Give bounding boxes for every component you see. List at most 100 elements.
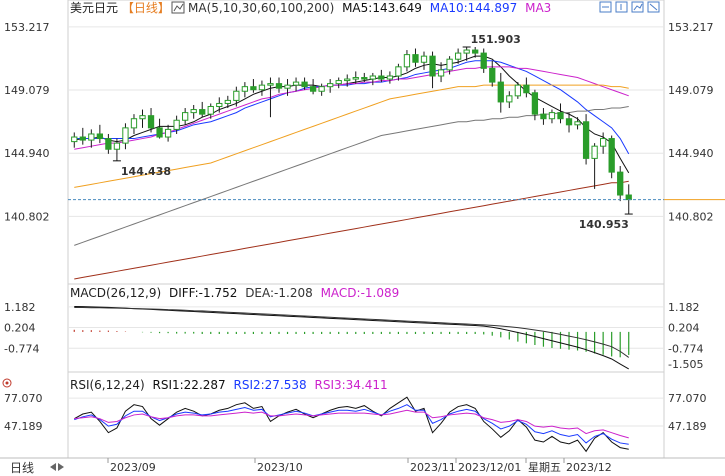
price-tick-left: 149.079 — [4, 84, 50, 97]
candle-body — [156, 127, 163, 138]
candle-body — [173, 119, 180, 130]
settings-icon-core — [5, 381, 9, 385]
candle-body — [557, 112, 564, 120]
timeframe-tab[interactable]: 日线 — [10, 461, 64, 475]
candle-body — [463, 49, 470, 54]
settings-icon-ring — [2, 378, 12, 388]
candle-body — [344, 78, 351, 82]
candle-body — [207, 106, 214, 115]
toolbar-icon-2[interactable] — [615, 1, 628, 13]
candle-body — [489, 67, 496, 83]
chart-icon-frame — [171, 1, 185, 14]
rsi-params: RSI(6,12,24) — [70, 378, 145, 392]
macd-tick-right: -1.505 — [668, 358, 703, 371]
candle-body — [139, 115, 146, 120]
price-tick-left: 144.940 — [4, 147, 50, 160]
annotation-label: 144.438 — [121, 165, 171, 178]
rsi-tick-right: 77.070 — [668, 392, 707, 405]
candle-body — [514, 84, 521, 97]
candle-body — [352, 77, 359, 80]
dea-value: DEA:-1.208 — [245, 286, 313, 300]
next-arrow-icon[interactable] — [58, 463, 64, 471]
candle-body — [540, 113, 547, 120]
annotation-label: 140.953 — [579, 218, 629, 231]
price-tick-left: 140.802 — [4, 210, 50, 223]
macd-tick-right: -0.774 — [668, 342, 703, 355]
chart-icon[interactable] — [171, 1, 185, 14]
candle-body — [309, 86, 317, 92]
candle-body — [472, 49, 479, 54]
rsi2-value: RSI2:27.538 — [234, 378, 307, 392]
candle-body — [292, 81, 300, 86]
candle-body — [130, 118, 138, 129]
symbol-label: 美元日元 — [70, 1, 118, 15]
candle-body — [361, 77, 368, 80]
macd-params: MACD(26,12,9) — [70, 286, 161, 300]
macd-tick-left: 1.182 — [4, 301, 36, 314]
candle-body — [224, 99, 231, 104]
macd-line-dea — [74, 307, 630, 358]
footer-date: 2023/11 — [410, 461, 456, 474]
candle-body — [147, 115, 155, 129]
toolbar-icon-3-line — [633, 3, 643, 11]
rsi-title: RSI(6,12,24) RSI1:22.287 RSI2:27.538 RSI… — [70, 378, 388, 392]
candle-body — [105, 138, 112, 150]
candle-body — [71, 136, 78, 143]
candle-body — [318, 86, 325, 92]
rsi-tick-left: 47.189 — [4, 420, 43, 433]
macd-line-diff — [74, 305, 629, 370]
candle-body — [395, 66, 402, 77]
macd-tick-left: -0.774 — [4, 342, 39, 355]
candle-body — [412, 54, 419, 63]
ma-legend: MA(5,10,30,60,100,200) MA5:143.649 MA10:… — [188, 1, 551, 15]
candle-body — [617, 171, 624, 196]
candle-body — [608, 138, 615, 173]
toolbar-icon-4-frame — [647, 1, 660, 13]
toolbar-icon-3[interactable] — [631, 1, 644, 13]
candle-body — [96, 133, 104, 140]
candle-body — [79, 136, 86, 141]
ma5-value: MA5:143.649 — [342, 1, 422, 15]
candle-body — [437, 69, 445, 77]
candle-body — [574, 121, 581, 126]
candle-body — [369, 75, 376, 80]
candle-body — [113, 142, 121, 150]
price-tick-right: 153.217 — [668, 21, 714, 34]
candle-body — [599, 138, 607, 147]
candle-body — [233, 90, 240, 101]
candle-body — [429, 55, 436, 77]
period-label[interactable]: 【日线】 — [122, 1, 170, 15]
price-tick-right: 140.802 — [668, 210, 714, 223]
footer-dates: 2023/09 2023/10 2023/11 2023/12/01 星期五 2023/1… — [107, 458, 612, 474]
ma3-value: MA3 — [525, 1, 551, 15]
footer-date: 2023/12/01 — [458, 461, 521, 474]
rsi-line-rsi3 — [74, 409, 629, 439]
footer-date: 2023/10 — [257, 461, 303, 474]
candle-body — [275, 83, 283, 89]
candle-body — [480, 52, 487, 69]
candle-body — [565, 118, 573, 126]
candle-body — [88, 133, 95, 141]
rsi-layer — [74, 396, 629, 453]
footer-date: 2023/09 — [110, 461, 156, 474]
settings-icon[interactable] — [2, 378, 12, 388]
toolbar-icon-4[interactable] — [647, 1, 660, 13]
price-tick-right: 144.940 — [668, 147, 714, 160]
candle-body — [548, 112, 556, 120]
macd-tick-left: 0.204 — [4, 322, 36, 335]
axis-labels: 153.217 153.217 149.079 149.079 144.940 144.9… — [4, 21, 714, 433]
candle-body — [190, 109, 197, 114]
candle-body — [258, 84, 266, 91]
grid-lines — [68, 26, 664, 427]
candle-body — [446, 58, 453, 71]
footer-date: 2023/12 — [566, 461, 612, 474]
chart-icon-line — [173, 3, 184, 12]
toolbar-icon-1[interactable] — [599, 1, 612, 13]
prev-arrow-icon[interactable] — [50, 463, 56, 471]
timeframe-tab-label: 日线 — [10, 461, 34, 475]
candle-body — [250, 86, 257, 91]
candle-body — [335, 80, 342, 85]
candle-body — [582, 121, 590, 159]
